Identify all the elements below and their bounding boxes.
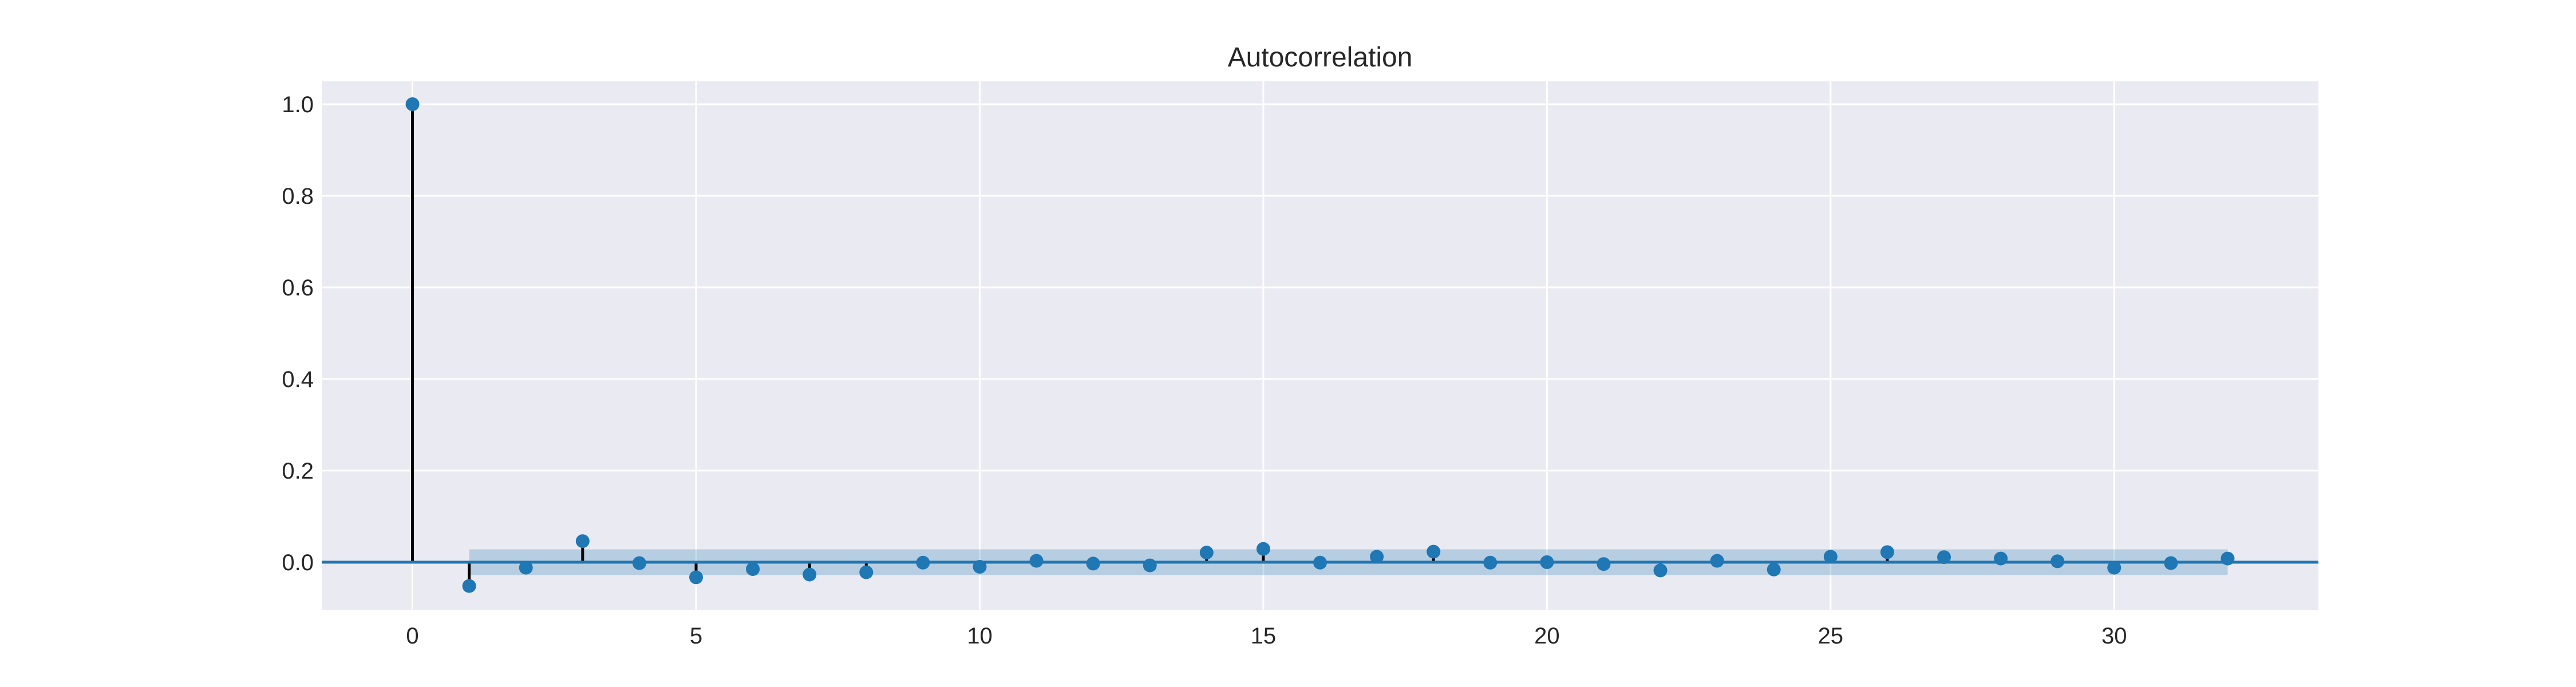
plot-background xyxy=(322,81,2318,610)
x-tick-label: 30 xyxy=(2101,623,2127,649)
data-point xyxy=(1370,550,1384,564)
x-tick-label: 20 xyxy=(1534,623,1560,649)
x-tick-label: 5 xyxy=(690,623,702,649)
data-point xyxy=(1256,542,1270,556)
x-tick-labels: 0 5 10 15 20 25 30 xyxy=(406,623,2127,649)
data-point xyxy=(462,579,476,593)
data-point xyxy=(1937,550,1951,564)
data-point xyxy=(746,562,760,576)
data-point xyxy=(1994,551,2008,566)
x-tick-label: 25 xyxy=(1818,623,1844,649)
x-tick-label: 15 xyxy=(1251,623,1277,649)
data-point xyxy=(1427,544,1441,559)
data-point xyxy=(1767,562,1781,577)
data-point xyxy=(1086,556,1100,571)
data-point xyxy=(2050,554,2065,568)
data-point xyxy=(632,556,646,570)
data-point xyxy=(519,560,533,575)
data-point xyxy=(1199,546,1214,560)
data-point xyxy=(2221,551,2235,566)
data-point xyxy=(1313,555,1327,570)
data-point xyxy=(689,570,703,585)
data-point xyxy=(1710,554,1724,568)
y-tick-label: 0.0 xyxy=(282,550,314,575)
data-point xyxy=(1143,558,1157,572)
y-tick-label: 0.8 xyxy=(282,184,314,209)
data-point xyxy=(405,97,420,111)
data-point xyxy=(1880,545,1894,559)
data-point xyxy=(916,555,930,570)
grid-lines xyxy=(322,81,2318,610)
data-point xyxy=(1029,554,1044,568)
data-point xyxy=(1483,555,1498,570)
data-point xyxy=(575,534,590,548)
y-tick-label: 1.0 xyxy=(282,92,314,117)
data-point xyxy=(859,565,874,579)
data-point xyxy=(973,560,987,574)
x-tick-label: 10 xyxy=(967,623,993,649)
data-point xyxy=(2107,560,2121,575)
y-tick-label: 0.4 xyxy=(282,367,314,392)
y-tick-labels: 0.0 0.2 0.4 0.6 0.8 1.0 xyxy=(282,92,314,575)
y-tick-label: 0.2 xyxy=(282,459,314,484)
y-tick-label: 0.6 xyxy=(282,275,314,301)
data-point xyxy=(803,567,817,582)
data-point xyxy=(2164,556,2178,570)
data-point xyxy=(1540,555,1554,569)
data-point xyxy=(1597,557,1611,571)
data-point xyxy=(1823,550,1838,564)
markers-layer xyxy=(405,97,2235,593)
x-tick-label: 0 xyxy=(406,623,418,649)
data-point xyxy=(1653,563,1668,578)
chart-title: Autocorrelation xyxy=(1228,42,1413,73)
